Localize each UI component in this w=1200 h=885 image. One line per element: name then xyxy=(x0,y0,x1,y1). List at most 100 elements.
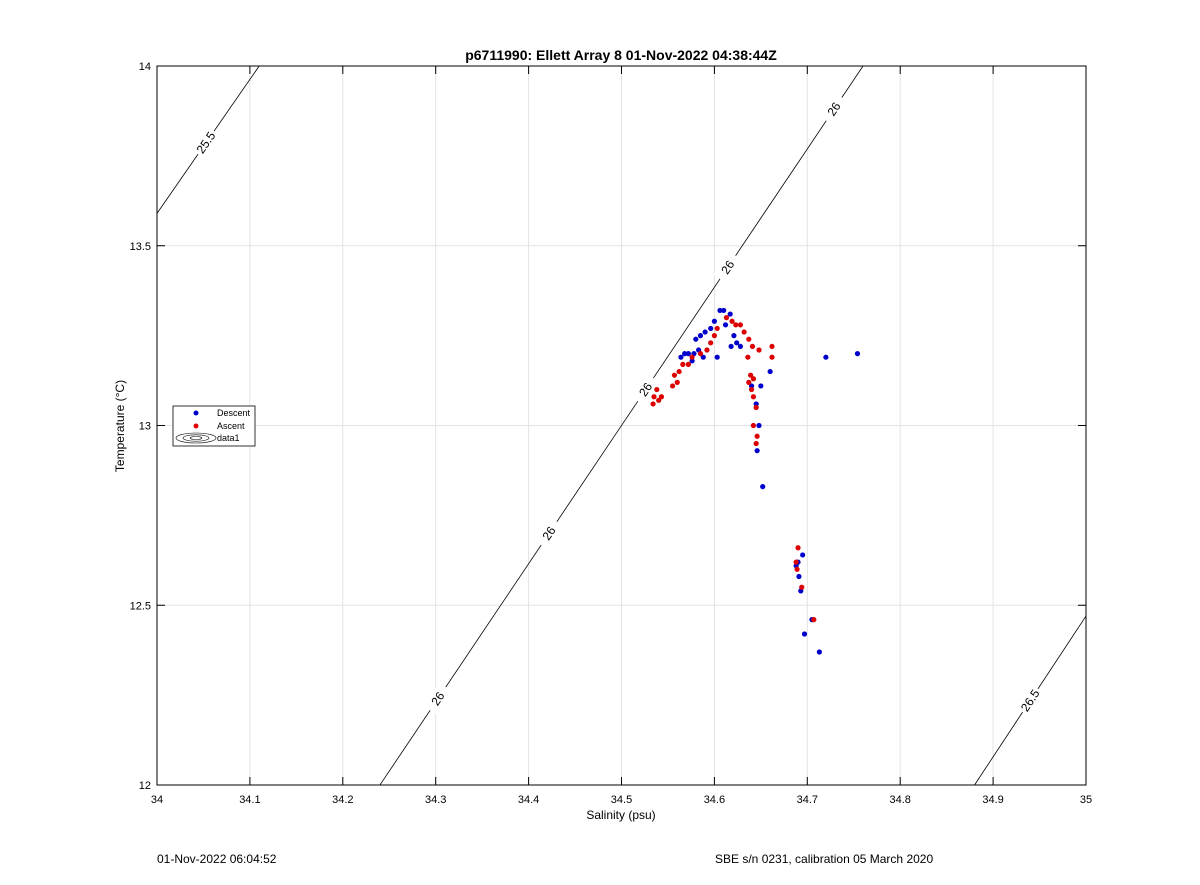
legend-data1-label: data1 xyxy=(217,433,240,443)
point-descent xyxy=(823,354,829,360)
point-ascent xyxy=(753,404,759,411)
point-descent xyxy=(714,354,720,360)
point-descent xyxy=(689,358,695,364)
contour-label-bg xyxy=(631,373,661,406)
x-axis-label: Salinity (psu) xyxy=(586,808,655,822)
point-ascent xyxy=(750,376,757,382)
point-ascent xyxy=(769,343,775,350)
isopycnal-line xyxy=(379,65,864,786)
x-tick-label: 34.8 xyxy=(889,794,910,806)
point-ascent xyxy=(793,559,799,565)
point-descent xyxy=(728,343,734,350)
point-ascent xyxy=(753,440,759,447)
legend-contour-icon xyxy=(175,432,217,444)
point-descent xyxy=(753,401,759,407)
point-ascent xyxy=(737,322,744,328)
point-ascent xyxy=(754,433,760,439)
point-descent xyxy=(816,649,822,655)
point-descent xyxy=(800,552,806,558)
point-ascent xyxy=(704,347,710,353)
point-descent xyxy=(727,311,733,317)
contour-label-bg xyxy=(819,93,849,126)
point-descent xyxy=(748,383,755,389)
point-ascent xyxy=(769,354,775,360)
point-descent xyxy=(682,351,688,357)
y-tick-label: 13.5 xyxy=(130,241,151,253)
point-ascent xyxy=(680,361,686,367)
point-descent xyxy=(854,351,861,357)
point-descent xyxy=(737,343,744,350)
y-tick-label: 14 xyxy=(139,61,151,73)
y-tick-label: 12.5 xyxy=(130,600,151,612)
point-descent xyxy=(760,484,766,490)
point-ascent xyxy=(650,401,656,407)
point-descent xyxy=(731,333,737,339)
contour-label-bg xyxy=(534,517,564,550)
chart-title: p6711990: Ellett Array 8 01-Nov-2022 04:… xyxy=(465,47,777,63)
point-ascent xyxy=(714,325,720,332)
point-descent xyxy=(708,325,714,332)
x-tick-label: 34.7 xyxy=(797,794,818,806)
series-ascent xyxy=(650,315,817,623)
point-ascent xyxy=(799,584,805,590)
point-ascent xyxy=(756,347,762,353)
point-descent xyxy=(700,354,706,360)
point-ascent xyxy=(750,422,757,429)
point-ascent xyxy=(676,368,682,375)
point-ascent xyxy=(658,394,665,400)
point-ascent xyxy=(748,372,754,378)
point-descent xyxy=(678,354,684,360)
legend-box xyxy=(172,405,256,447)
y-axis-label: Temperature (°C) xyxy=(113,380,127,472)
point-ascent xyxy=(689,354,695,360)
y-tick-label: 12 xyxy=(139,780,151,792)
x-tick-label: 34.3 xyxy=(425,794,446,806)
point-ascent xyxy=(748,386,755,393)
legend-descent-label: Descent xyxy=(217,408,251,418)
data-points xyxy=(650,307,861,655)
point-descent xyxy=(758,383,764,389)
point-ascent xyxy=(741,329,747,335)
point-ascent xyxy=(674,379,680,385)
point-ascent xyxy=(794,566,800,572)
point-ascent xyxy=(671,372,678,378)
point-descent xyxy=(796,573,802,580)
contour-label-bg xyxy=(1015,684,1045,717)
footer-timestamp: 01-Nov-2022 06:04:52 xyxy=(157,852,277,866)
point-ascent xyxy=(749,343,756,350)
x-tick-label: 34.9 xyxy=(982,794,1003,806)
point-ascent xyxy=(746,336,752,342)
point-descent xyxy=(717,307,723,314)
point-ascent xyxy=(697,351,704,357)
point-descent xyxy=(754,448,760,454)
point-ascent xyxy=(729,318,735,324)
legend: Descent Ascent data1 xyxy=(172,405,256,447)
point-descent xyxy=(801,631,808,637)
x-tick-label: 34.4 xyxy=(518,794,539,806)
point-ascent xyxy=(746,379,752,385)
point-ascent xyxy=(811,617,817,623)
point-descent xyxy=(767,368,773,375)
point-ascent xyxy=(745,354,751,360)
point-ascent xyxy=(723,315,730,321)
contour-label-bg xyxy=(191,126,221,159)
series-descent xyxy=(678,307,861,655)
point-descent xyxy=(697,333,704,339)
point-ascent xyxy=(651,394,657,400)
point-ascent xyxy=(654,386,660,393)
y-tick-label: 13 xyxy=(139,421,151,433)
footer-calibration: SBE s/n 0231, calibration 05 March 2020 xyxy=(715,852,934,866)
point-descent xyxy=(685,351,691,357)
legend-descent-marker xyxy=(193,410,199,416)
x-tick-label: 34.6 xyxy=(704,794,725,806)
point-descent xyxy=(721,307,727,314)
contour-label-bg xyxy=(713,251,743,284)
x-tick-label: 34.2 xyxy=(332,794,353,806)
point-descent xyxy=(734,340,740,346)
point-descent xyxy=(711,318,718,324)
point-ascent xyxy=(656,397,662,403)
point-ascent xyxy=(708,340,714,346)
contour-label-bg xyxy=(423,682,453,715)
x-tick-label: 34.1 xyxy=(239,794,260,806)
